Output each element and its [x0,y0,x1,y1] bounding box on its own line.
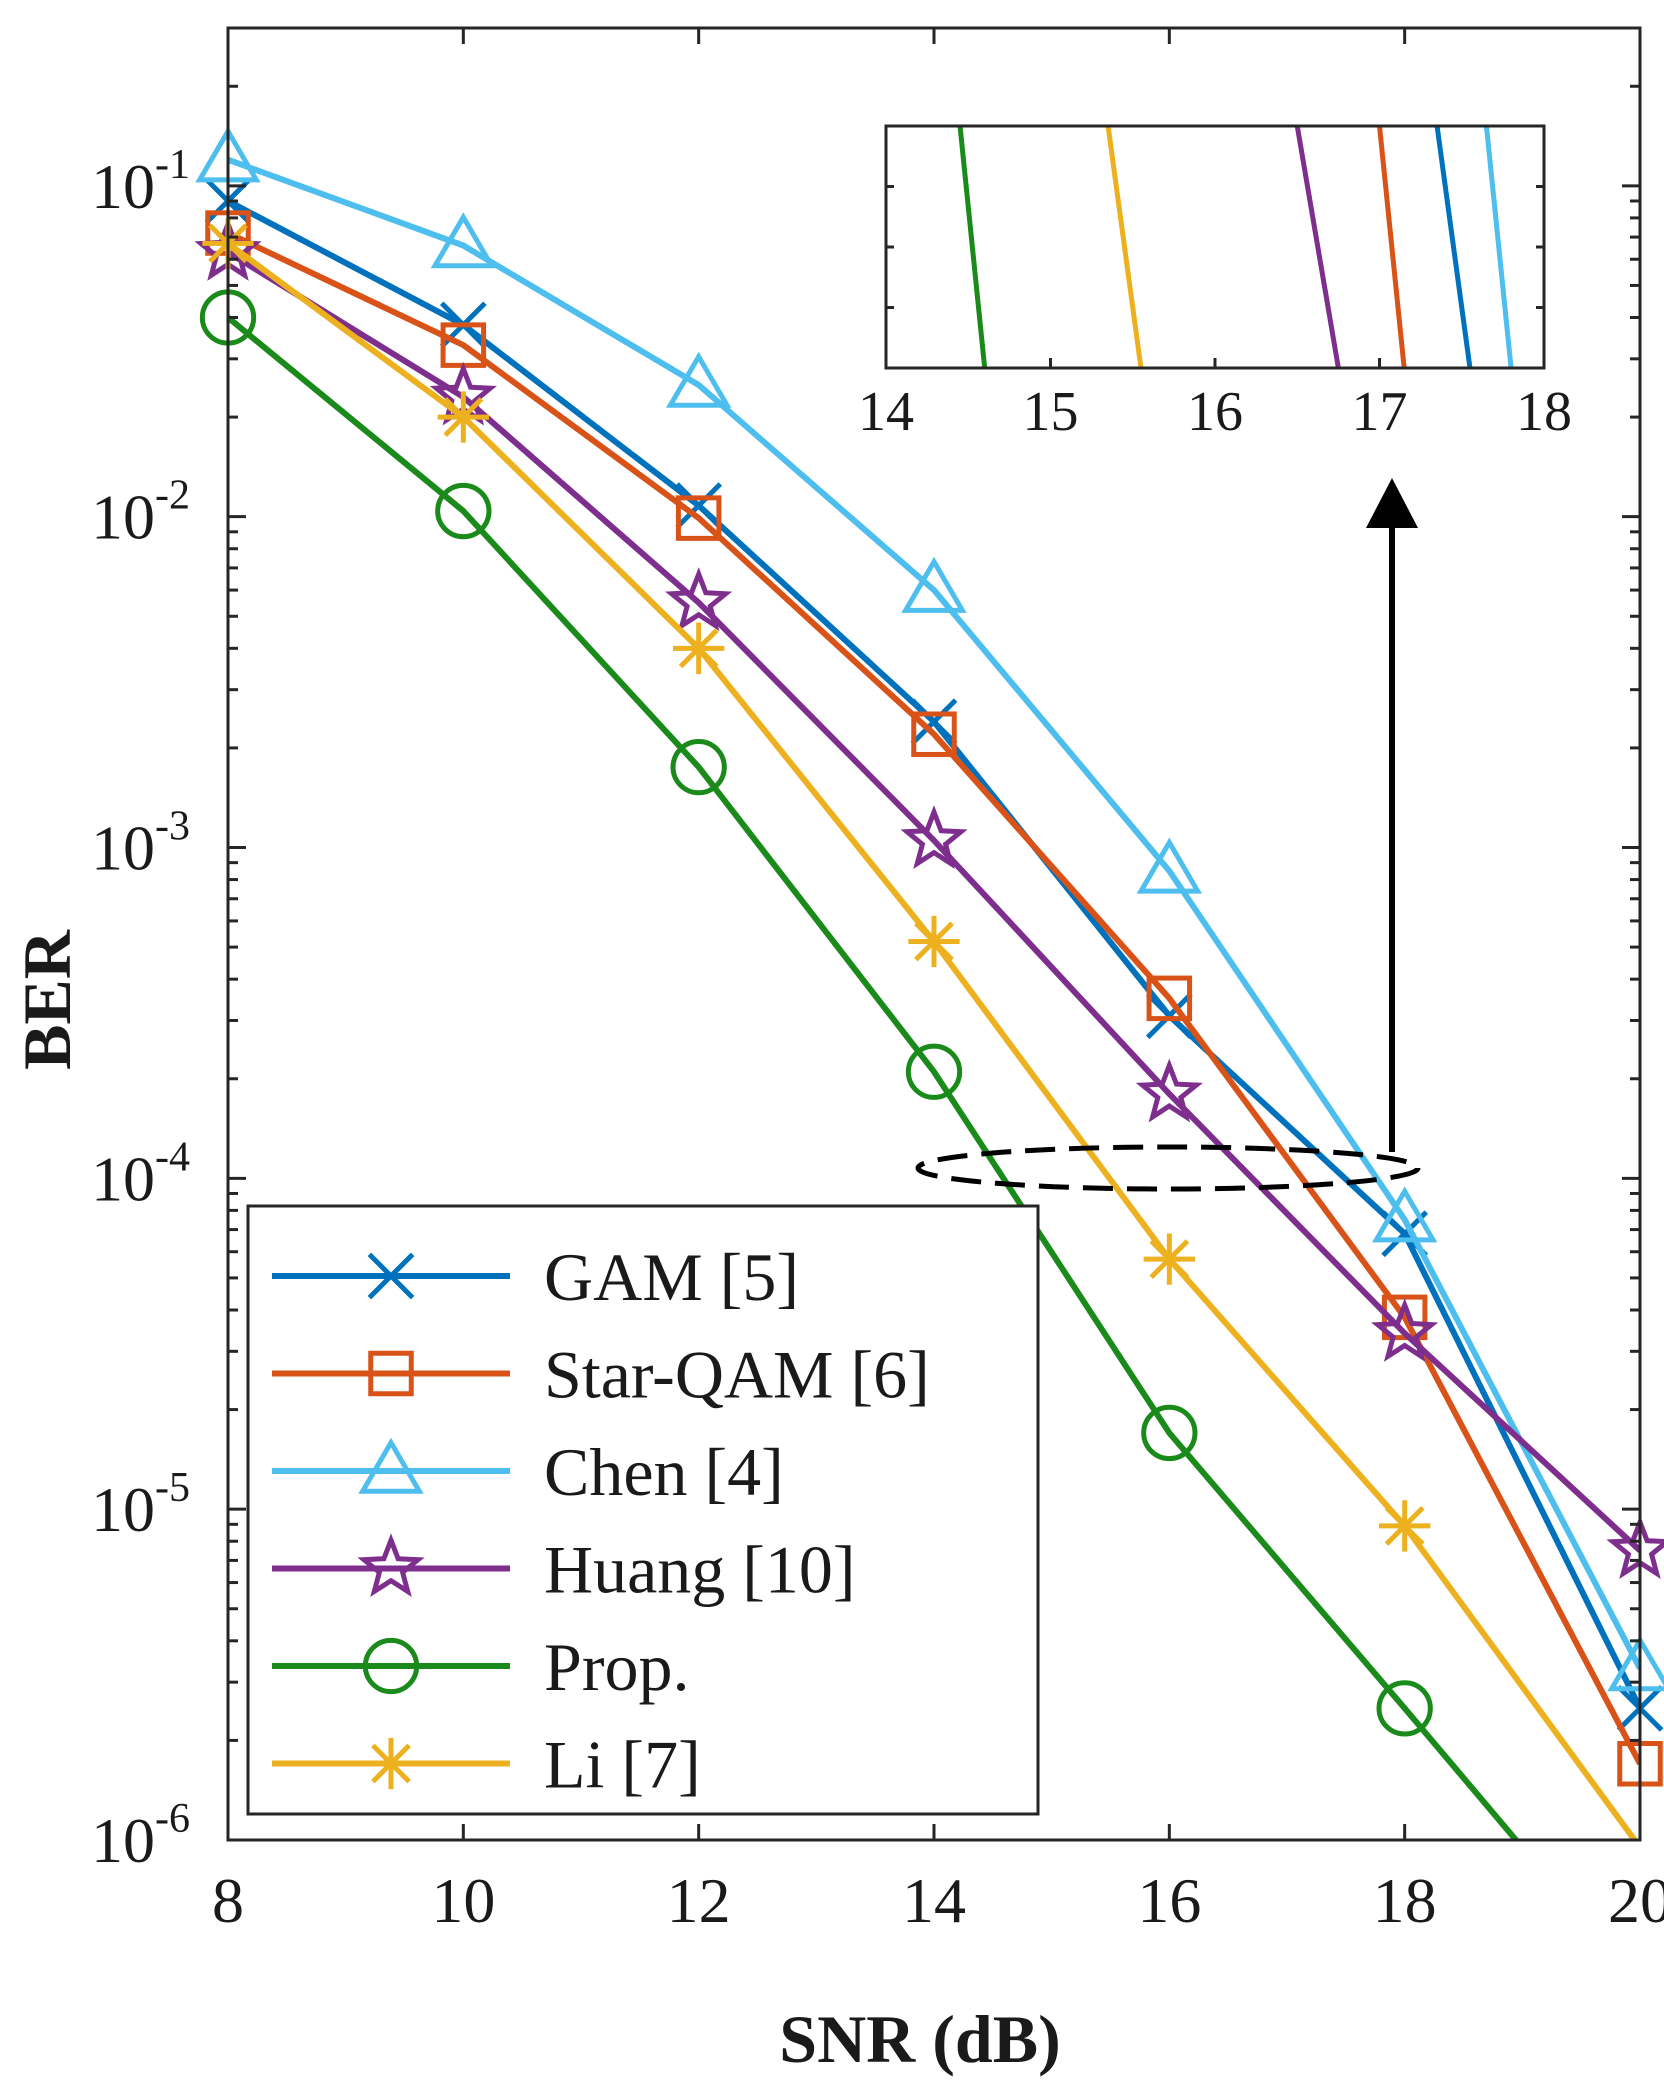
data-point-chen-4-14 [901,556,967,613]
y-axis-title: BER [9,929,85,1070]
y-tick-label--1: 10-1 [91,142,190,222]
y-tick-label--2: 10-2 [91,473,190,553]
data-point-huang-10-12 [665,567,733,632]
y-tick-label--4: 10-4 [91,1134,190,1214]
x-tick-label-10: 10 [431,1865,495,1936]
zoom-arrow-head [1366,478,1418,528]
data-point-prop-10 [435,482,492,540]
inset-line-gam-5 [1434,125,1473,369]
inset-line-star-qam-6 [1377,125,1407,369]
inset-x-tick-label-18: 18 [1516,381,1572,443]
data-point-chen-4-10 [430,212,497,269]
data-point-star-qam-6-16 [1146,975,1193,1022]
data-point-prop-16 [1141,1404,1198,1462]
x-tick-label-16: 16 [1137,1865,1201,1936]
data-point-li-7-18 [1379,1500,1431,1552]
x-tick-label-14: 14 [902,1865,966,1936]
inset-x-tick-label-14: 14 [858,381,914,443]
series-line-star-qam-6 [228,230,1640,1766]
data-point-huang-10-18 [1371,1298,1439,1362]
legend-marker-chen-4 [358,1437,424,1494]
legend-entry-li-7: Li [7] [272,1727,701,1803]
inset-line-li-7 [1105,125,1144,369]
inset-background [886,126,1544,368]
legend-entry-star-qam-6: Star-QAM [6] [272,1337,930,1413]
inset-line-prop [957,125,988,369]
data-point-huang-10-16 [1135,1058,1203,1123]
legend-label-star-qam-6: Star-QAM [6] [544,1337,930,1413]
data-point-prop-12 [670,738,727,796]
data-point-gam-5-12 [675,482,723,529]
data-point-gam-5-14 [910,698,958,746]
data-point-gam-5-16 [1145,992,1193,1040]
legend-marker-gam-5 [367,1252,415,1300]
data-point-chen-4-16 [1136,837,1203,894]
data-point-chen-4-18 [1371,1186,1438,1243]
data-point-prop-14 [905,1043,963,1100]
x-tick-label-8: 8 [212,1865,244,1936]
y-tick-label--6: 10-6 [91,1796,190,1876]
legend-marker-prop [362,1637,420,1695]
inset-x-tick-label-17: 17 [1352,381,1408,443]
x-axis-title: SNR (dB) [779,2001,1061,2077]
series-layer [194,126,1664,1840]
inset-zoom-plot: 14 15 16 17 18 [858,124,1572,443]
data-point-li-7-10 [437,391,489,443]
legend: GAM [5] Star-QAM [6] Chen [4] Huang [10] Pro… [246,1204,1040,1816]
inset-x-tick-label-16: 16 [1187,381,1243,443]
zoom-ellipse [915,1144,1421,1192]
legend-label-chen-4: Chen [4] [544,1434,784,1510]
y-tick-label--3: 10-3 [91,804,190,884]
data-point-star-qam-6-18 [1381,1294,1428,1341]
data-point-huang-10-14 [900,805,968,870]
inset-line-huang-10 [1294,125,1341,369]
data-point-chen-4-12 [665,351,732,408]
series-star-qam-6 [228,230,1640,1766]
data-point-li-7-16 [1143,1233,1195,1285]
y-tick-label--5: 10-5 [91,1465,190,1545]
legend-box [246,1204,1040,1816]
legend-entry-huang-10: Huang [10] [272,1532,856,1608]
data-point-star-qam-6-12 [675,495,722,541]
legend-label-huang-10: Huang [10] [544,1532,856,1608]
series-prop [228,315,1520,1840]
x-tick-label-12: 12 [667,1865,731,1936]
legend-label-li-7: Li [7] [544,1727,701,1803]
legend-marker-huang-10 [357,1533,425,1597]
series-markers-chen-4 [195,126,1664,1692]
legend-entry-chen-4: Chen [4] [272,1434,784,1510]
legend-label-gam-5: GAM [5] [544,1239,799,1315]
series-line-prop [228,315,1520,1840]
series-line-chen-4 [228,156,1640,1670]
data-point-star-qam-6-14 [911,711,957,757]
data-point-li-7-14 [908,915,960,968]
x-tick-label-18: 18 [1373,1865,1437,1936]
legend-label-prop: Prop. [544,1629,689,1705]
data-point-prop-18 [1376,1680,1433,1737]
legend-entry-gam-5: GAM [5] [272,1239,799,1315]
inset-x-tick-label-15: 15 [1023,381,1079,443]
legend-marker-li-7 [365,1737,417,1790]
zoom-annotation-layer [915,478,1421,1192]
legend-entry-prop: Prop. [272,1629,689,1705]
data-point-li-7-12 [673,622,725,674]
axes-layer: 8 10 12 14 16 18 20 10-6 10-5 10-4 10-3 10-2 10-1 [91,26,1664,1936]
inset-line-chen-4 [1483,125,1514,369]
legend-marker-star-qam-6 [368,1350,414,1397]
x-tick-label-20: 20 [1608,1865,1664,1936]
series-chen-4 [228,156,1640,1670]
